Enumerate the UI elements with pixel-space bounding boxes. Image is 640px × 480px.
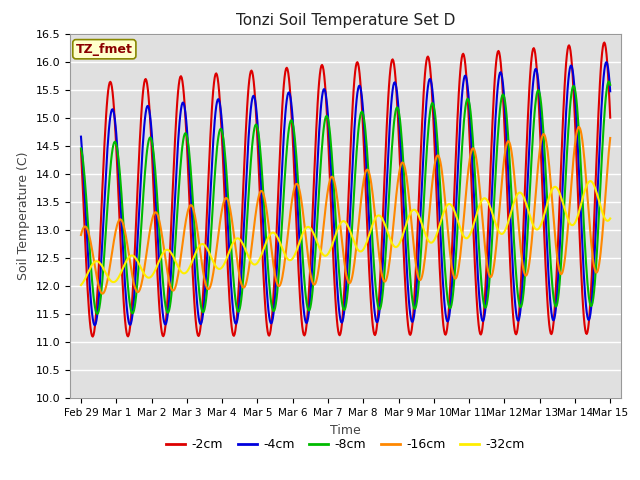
Text: TZ_fmet: TZ_fmet — [76, 43, 132, 56]
Title: Tonzi Soil Temperature Set D: Tonzi Soil Temperature Set D — [236, 13, 455, 28]
Y-axis label: Soil Temperature (C): Soil Temperature (C) — [17, 152, 30, 280]
Legend: -2cm, -4cm, -8cm, -16cm, -32cm: -2cm, -4cm, -8cm, -16cm, -32cm — [161, 433, 530, 456]
X-axis label: Time: Time — [330, 424, 361, 437]
